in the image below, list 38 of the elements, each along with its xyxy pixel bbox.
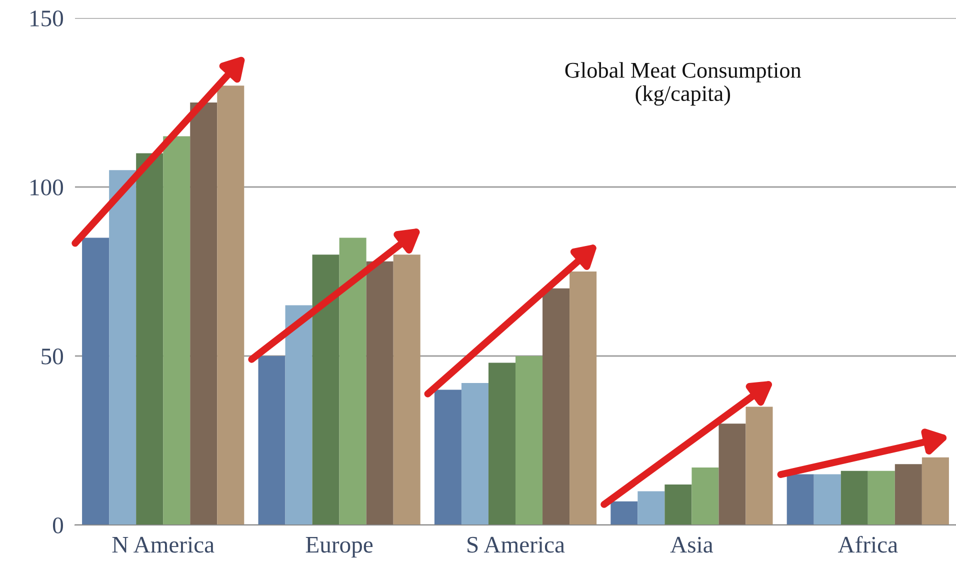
bar (542, 288, 570, 525)
bar (434, 390, 462, 525)
bar (312, 254, 340, 525)
bar (258, 356, 286, 525)
x-tick-label: Africa (838, 536, 898, 553)
bar (285, 305, 312, 525)
x-tick-label: Asia (670, 536, 714, 553)
bar (638, 491, 665, 525)
bar (516, 356, 543, 525)
x-tick-label: S America (468, 536, 565, 553)
y-tick-label: 150 (30, 10, 63, 26)
bar (840, 470, 868, 525)
bar (570, 272, 597, 525)
bar (718, 424, 746, 525)
bar (163, 136, 190, 525)
bar (894, 464, 922, 525)
x-tick-label: N America (112, 536, 214, 553)
bar (610, 501, 638, 525)
bar (109, 170, 136, 525)
bar (190, 102, 218, 525)
bar (366, 261, 394, 525)
bar (488, 362, 516, 525)
y-tick-label: 0 (52, 517, 63, 534)
bar (82, 238, 110, 525)
bar (814, 474, 841, 525)
y-tick-label: 50 (42, 348, 63, 364)
bar (786, 474, 814, 525)
bar (922, 457, 949, 525)
y-tick-label: 100 (30, 179, 63, 196)
bar (217, 86, 244, 525)
bar (868, 470, 895, 525)
bar (461, 383, 488, 525)
bar (136, 153, 164, 525)
x-tick-label: Europe (306, 537, 373, 558)
bar (664, 484, 692, 525)
bar (339, 238, 366, 525)
text: Global Meat Consumption (kg/capita) (565, 62, 802, 106)
bar (692, 468, 719, 525)
